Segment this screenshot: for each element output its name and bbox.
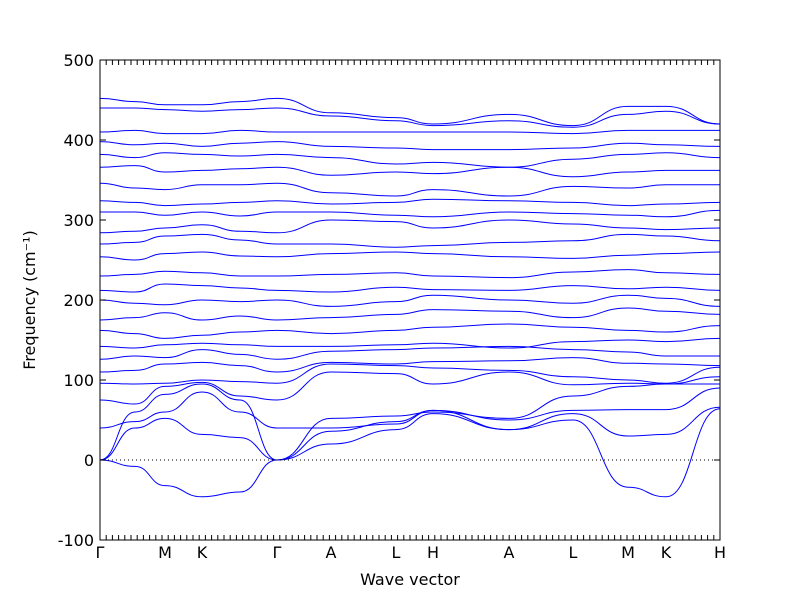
y-tick-label: -100 [58,531,94,550]
x-tick-label: M [621,543,635,562]
phonon-branch-6 [99,363,721,385]
phonon-branch-25 [99,107,721,128]
phonon-branch-4 [99,383,720,461]
phonon-branch-12 [99,294,721,307]
x-tick-label: A [504,543,515,562]
phonon-branch-21 [99,165,720,178]
x-tick-label: Γ [96,543,105,562]
phonon-branch-11 [99,307,721,321]
y-tick-label: 500 [63,51,94,70]
phonon-branch-1 [99,408,721,498]
phonon-branch-3 [99,387,721,429]
phonon-branch-22 [99,152,721,168]
series-layer [99,97,721,498]
phonon-branch-23 [99,141,721,151]
phonon-branch-14 [99,269,721,279]
y-tick-label: 400 [63,131,94,150]
x-tick-label: H [714,543,726,562]
phonon-branch-2 [99,406,721,461]
phonon-branch-15 [99,251,721,261]
phonon-branch-17 [99,219,721,234]
y-tick-label: 100 [63,371,94,390]
phonon-branch-5 [99,371,721,405]
phonon-branch-24 [99,129,720,135]
x-tick-label: H [427,543,439,562]
phonon-branch-18 [100,209,721,218]
phonon-branch-19 [99,198,721,207]
x-tick-label: K [661,543,672,562]
x-axis-title: Wave vector [360,570,460,589]
y-tick-label: 300 [63,211,94,230]
phonon-branch-20 [99,182,720,197]
phonon-branch-16 [99,233,721,248]
x-tick-label: A [326,543,337,562]
phonon-branch-9 [99,337,721,349]
y-tick-label: 200 [63,291,94,310]
phonon-branch-26 [99,97,721,127]
y-axis-title: Frequency (cm⁻¹) [20,230,39,369]
x-tick-label: K [197,543,208,562]
phonon-branch-8 [99,345,720,360]
y-axis: -100 0 100 200 300 400 500 [58,51,720,550]
x-tick-label: L [392,543,401,562]
phonon-branch-7 [99,357,721,373]
phonon-branch-10 [99,323,721,339]
x-tick-label: Γ [273,543,282,562]
phonon-branch-13 [99,283,721,293]
y-tick-label: 0 [84,451,94,470]
x-tick-label: M [158,543,172,562]
x-tick-label: L [569,543,578,562]
